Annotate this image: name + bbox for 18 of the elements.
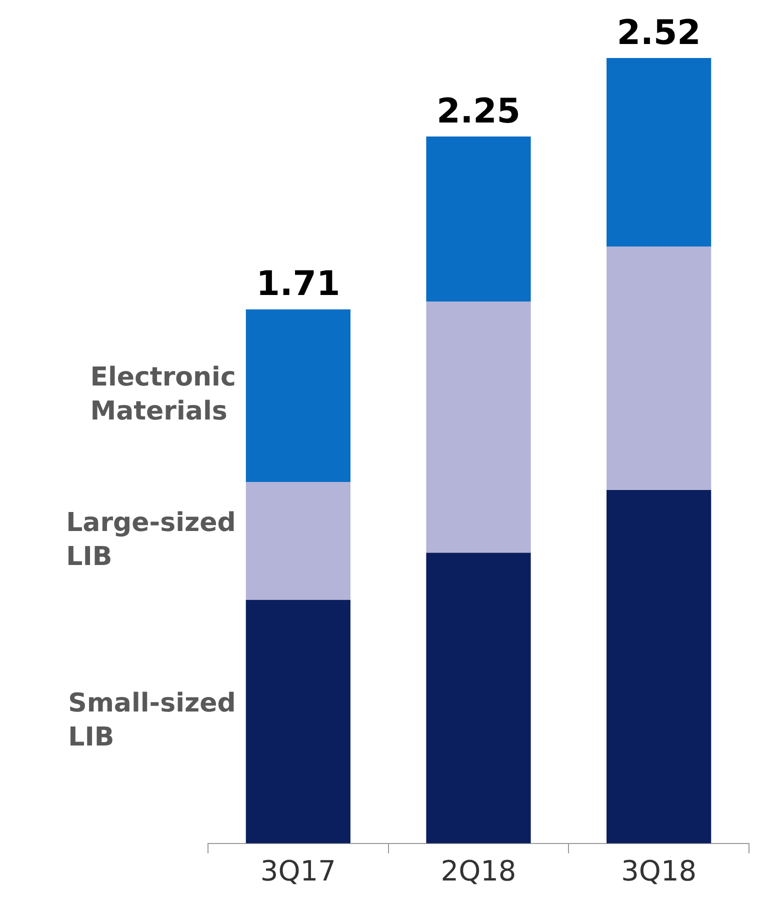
bar — [246, 600, 350, 844]
annotation: 2.25 — [436, 91, 520, 132]
bar — [426, 136, 531, 302]
series-label: Small-sized LIB — [68, 688, 236, 752]
annotation: 1.71 — [256, 264, 340, 304]
series-label: Large-sized LIB — [66, 508, 236, 572]
x-tick-label: 2Q18 — [440, 854, 516, 888]
bar — [426, 552, 531, 844]
bar — [246, 482, 350, 600]
annotation: 2.52 — [616, 12, 701, 53]
x-tick-label: 3Q18 — [621, 854, 697, 888]
x-tick-label: 3Q17 — [260, 854, 336, 888]
bar — [426, 301, 531, 553]
series-label: Electronic Materials — [90, 362, 236, 426]
bar — [606, 58, 712, 246]
bar — [606, 246, 712, 490]
bar — [246, 309, 350, 482]
bar — [606, 490, 712, 844]
